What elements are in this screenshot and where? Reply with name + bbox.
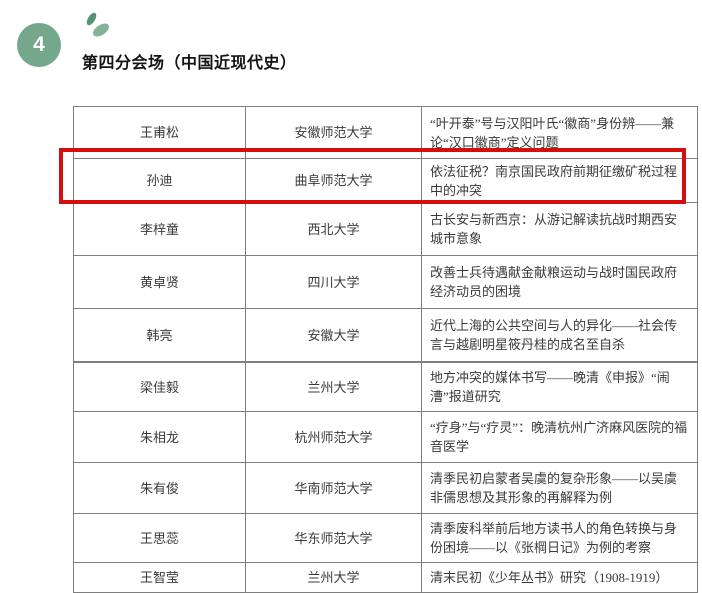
university-cell: 兰州大学 [245, 362, 422, 412]
presenter-name-cell: 李梓童 [73, 202, 246, 256]
table-row: 王甫松 安徽师范大学 “叶开泰”号与汉阳叶氏“徽商”身份辨——兼论“汉口徽商”定… [73, 106, 698, 159]
paper-title-cell: 近代上海的公共空间与人的异化——社会传言与越剧明星筱丹桂的成名至自杀 [421, 308, 698, 362]
university-cell: 四川大学 [245, 255, 422, 309]
table-row: 韩亮 安徽大学 近代上海的公共空间与人的异化——社会传言与越剧明星筱丹桂的成名至… [73, 308, 698, 362]
paper-title-cell: 改善士兵待遇献金献粮运动与战时国民政府经济动员的困境 [421, 255, 698, 309]
session-table-upper: 王甫松 安徽师范大学 “叶开泰”号与汉阳叶氏“徽商”身份辨——兼论“汉口徽商”定… [73, 106, 698, 362]
leaf-decoration-small-icon [84, 11, 99, 27]
presenter-name-cell: 王智莹 [73, 562, 246, 593]
presenter-name-cell: 王思蕊 [73, 513, 246, 563]
table-row: 朱相龙 杭州师范大学 “疗身”与“疗灵”：晚清杭州广济麻风医院的福音医学 [73, 411, 698, 463]
session-number-badge: 4 [17, 23, 61, 67]
university-cell: 华南师范大学 [245, 462, 422, 514]
paper-title-cell: 地方冲突的媒体书写——晚清《申报》“闹漕”报道研究 [421, 362, 698, 412]
paper-title-cell: 清季废科举前后地方读书人的角色转换与身份困境——以《张棡日记》为例的考察 [421, 513, 698, 563]
university-cell: 华东师范大学 [245, 513, 422, 563]
presenter-name-cell: 梁佳毅 [73, 362, 246, 412]
page-title: 第四分会场（中国近现代史） [82, 55, 297, 72]
table-row: 李梓童 西北大学 古长安与新西京：从游记解读抗战时期西安城市意象 [73, 202, 698, 256]
paper-title-cell: 清末民初《少年丛书》研究（1908-1919） [421, 562, 698, 593]
university-cell: 安徽师范大学 [245, 106, 422, 159]
university-cell: 兰州大学 [245, 562, 422, 593]
paper-title-cell: 清季民初启蒙者吴虞的复杂形象——以吴虞非儒思想及其形象的再解释为例 [421, 462, 698, 514]
table-row: 朱有俊 华南师范大学 清季民初启蒙者吴虞的复杂形象——以吴虞非儒思想及其形象的再… [73, 462, 698, 514]
table-row: 王智莹 兰州大学 清末民初《少年丛书》研究（1908-1919） [73, 562, 698, 593]
university-cell: 杭州师范大学 [245, 411, 422, 463]
paper-title-cell: “叶开泰”号与汉阳叶氏“徽商”身份辨——兼论“汉口徽商”定义问题 [421, 106, 698, 159]
table-row-highlighted: 孙迪 曲阜师范大学 依法征税？南京国民政府前期征缴矿税过程中的冲突 [73, 158, 698, 203]
leaf-decoration-large-icon [90, 20, 112, 40]
presenter-name-cell: 黄卓贤 [73, 255, 246, 309]
paper-title-cell: 古长安与新西京：从游记解读抗战时期西安城市意象 [421, 202, 698, 256]
presenter-name-cell: 王甫松 [73, 106, 246, 159]
paper-title-cell: “疗身”与“疗灵”：晚清杭州广济麻风医院的福音医学 [421, 411, 698, 463]
presenter-name-cell: 韩亮 [73, 308, 246, 362]
table-row: 黄卓贤 四川大学 改善士兵待遇献金献粮运动与战时国民政府经济动员的困境 [73, 255, 698, 309]
presenter-name-cell: 孙迪 [73, 158, 246, 203]
university-cell: 西北大学 [245, 202, 422, 256]
table-row: 梁佳毅 兰州大学 地方冲突的媒体书写——晚清《申报》“闹漕”报道研究 [73, 362, 698, 412]
table-row: 王思蕊 华东师范大学 清季废科举前后地方读书人的角色转换与身份困境——以《张棡日… [73, 513, 698, 563]
session-table-lower: 梁佳毅 兰州大学 地方冲突的媒体书写——晚清《申报》“闹漕”报道研究 朱相龙 杭… [73, 362, 698, 593]
paper-title-cell: 依法征税？南京国民政府前期征缴矿税过程中的冲突 [421, 158, 698, 203]
session-number: 4 [33, 33, 45, 56]
presenter-name-cell: 朱有俊 [73, 462, 246, 514]
university-cell: 曲阜师范大学 [245, 158, 422, 203]
university-cell: 安徽大学 [245, 308, 422, 362]
presenter-name-cell: 朱相龙 [73, 411, 246, 463]
